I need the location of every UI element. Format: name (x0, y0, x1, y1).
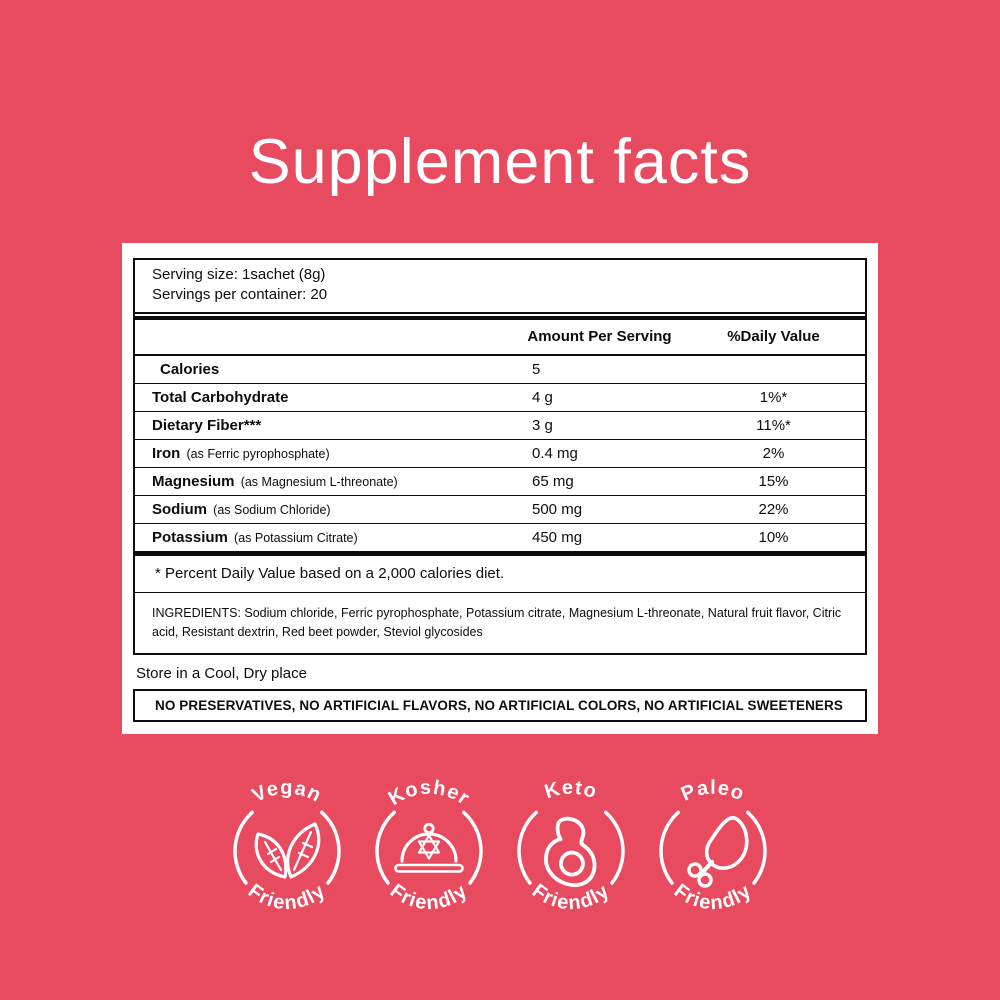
badge-arc-left (659, 810, 680, 885)
nutrient-amount: 450 mg (532, 528, 583, 546)
badge-arc-right (462, 810, 483, 885)
svg-text:Kosher: Kosher (385, 777, 474, 810)
serving-info: Serving size: 1sachet (8g) Servings per … (135, 260, 865, 314)
serving-size: Serving size: 1sachet (8g) (152, 266, 326, 283)
badge-arc-left (375, 810, 396, 885)
nutrient-name: Calories (160, 360, 220, 378)
nutrient-amount: 65 mg (532, 472, 574, 490)
badge-arc-right (604, 810, 625, 885)
nutrient-dv: 11%* (756, 416, 791, 434)
facts-table: Serving size: 1sachet (8g) Servings per … (133, 258, 867, 656)
nutrient-name: Potassium (152, 528, 228, 546)
nutrient-dv: 2% (762, 444, 785, 462)
nutrient-name: Total Carbohydrate (152, 388, 289, 406)
table-row: Calories 5 (135, 356, 865, 384)
daily-value-footnote: * Percent Daily Value based on a 2,000 c… (135, 556, 865, 593)
nutrient-amount: 0.4 mg (532, 444, 578, 462)
badge-vegan: Vegan Friendly (233, 777, 341, 914)
claims-banner: NO PRESERVATIVES, NO ARTIFICIAL FLAVORS,… (133, 689, 867, 723)
nutrient-name: Sodium (152, 500, 207, 518)
nutrient-amount: 3 g (532, 416, 553, 434)
badge-top-label: Vegan (249, 777, 325, 807)
table-row: Sodium (as Sodium Chloride) 500 mg 22% (135, 496, 865, 524)
kosher-cloche-icon (394, 822, 464, 873)
table-row: Total Carbohydrate 4 g 1%* (135, 384, 865, 412)
nutrient-amount: 4 g (532, 388, 553, 406)
badges-row: Vegan Friendly Kosher Friendly (0, 775, 1000, 927)
table-row: Iron (as Ferric pyrophosphate) 0.4 mg 2% (135, 440, 865, 468)
col-header-amount: Amount Per Serving (527, 327, 672, 345)
col-header-daily-value: %Daily Value (727, 327, 820, 345)
servings-per-container: Servings per container: 20 (152, 286, 328, 304)
nutrient-form: (as Potassium Citrate) (234, 530, 358, 545)
badge-top-label: Keto (542, 777, 599, 804)
nutrient-dv: 22% (758, 500, 789, 518)
nutrient-form: (as Magnesium L-threonate) (240, 474, 398, 489)
nutrient-name: Dietary Fiber*** (152, 416, 262, 434)
badge-arc-left (233, 810, 254, 885)
table-row: Potassium (as Potassium Citrate) 450 mg … (135, 524, 865, 551)
badge-arc-right (746, 810, 767, 885)
nutrient-dv: 15% (758, 472, 789, 490)
drumstick-icon (687, 816, 749, 888)
storage-note: Store in a Cool, Dry place (136, 665, 307, 683)
nutrient-name: Magnesium (152, 472, 235, 490)
nutrient-form: (as Sodium Chloride) (213, 502, 331, 517)
badge-arc-left (517, 810, 538, 885)
leaves-icon (254, 822, 321, 879)
page-title: Supplement facts (248, 127, 752, 197)
badge-keto: Keto Friendly (517, 777, 625, 914)
nutrient-form: (as Ferric pyrophosphate) (186, 446, 330, 461)
badge-top-label: Paleo (678, 777, 747, 806)
supplement-facts-panel: Serving size: 1sachet (8g) Servings per … (122, 243, 878, 735)
badge-kosher: Kosher Friendly (375, 777, 483, 914)
badge-paleo: Paleo Friendly (659, 777, 767, 914)
table-header-row: Amount Per Serving %Daily Value (135, 320, 865, 356)
ingredients-list: INGREDIENTS: Sodium chloride, Ferric pyr… (152, 605, 842, 639)
badge-bottom-label: Friendly (670, 880, 755, 914)
table-row: Magnesium (as Magnesium L-threonate) 65 … (135, 468, 865, 496)
avocado-icon (544, 816, 597, 888)
svg-text:Friendly: Friendly (386, 880, 472, 914)
badge-arc-right (320, 810, 341, 885)
badge-bottom-label: Friendly (386, 880, 471, 914)
svg-text:Friendly: Friendly (670, 880, 756, 914)
divider-thick-bar (135, 315, 865, 320)
nutrient-amount: 5 (532, 360, 541, 378)
svg-text:Keto: Keto (542, 777, 600, 804)
table-row: Dietary Fiber*** 3 g 11%* (135, 412, 865, 440)
divider-thick-bar (135, 550, 865, 556)
badge-top-label: Kosher (385, 777, 473, 810)
svg-text:Paleo: Paleo (678, 777, 748, 806)
svg-text:Friendly: Friendly (244, 880, 330, 914)
nutrient-name: Iron (152, 444, 181, 462)
nutrient-amount: 500 mg (532, 500, 583, 518)
nutrient-dv: 1%* (759, 388, 788, 406)
nutrient-dv: 10% (758, 528, 789, 546)
badge-bottom-label: Friendly (244, 880, 329, 914)
svg-text:Vegan: Vegan (249, 777, 326, 807)
